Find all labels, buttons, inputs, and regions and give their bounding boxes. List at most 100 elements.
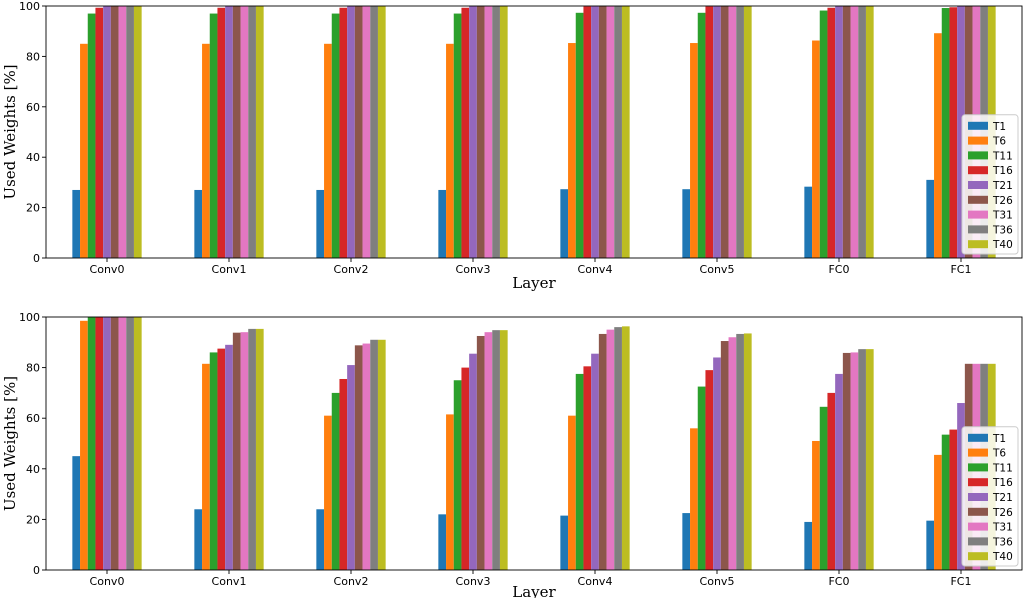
bar-T11-Conv3	[453, 13, 462, 259]
bar-T26-Conv2	[354, 6, 363, 258]
bar-T21-FC1	[957, 403, 965, 570]
bar-T6-Conv2	[324, 415, 332, 570]
y-tick-label: 20	[26, 202, 40, 215]
bar-T6-Conv3	[446, 414, 454, 570]
x-tick-label-FC1: FC1	[950, 263, 971, 276]
bar-T11-FC1	[941, 8, 950, 258]
x-tick-label-Conv3: Conv3	[456, 575, 491, 588]
y-tick-label: 80	[26, 50, 40, 63]
bar-T21-Conv2	[347, 365, 355, 570]
legend-label-T40: T40	[992, 239, 1013, 251]
bar-T6-Conv0	[80, 320, 88, 570]
bar-T11-Conv2	[331, 13, 340, 259]
bar-T31-Conv3	[484, 332, 493, 570]
legend-label-T6: T6	[992, 136, 1006, 148]
x-tick-label-Conv2: Conv2	[334, 263, 369, 276]
bar-T21-Conv1	[225, 6, 233, 258]
bars	[72, 6, 996, 259]
bar-T21-Conv0	[103, 317, 111, 570]
bar-T40-Conv5	[743, 6, 752, 258]
y-tick-label: 0	[33, 564, 40, 577]
bar-T16-Conv3	[461, 7, 470, 259]
bar-T31-Conv5	[728, 337, 737, 570]
legend-label-T36: T36	[992, 224, 1013, 236]
bar-T36-FC0	[858, 6, 866, 258]
bar-T21-Conv4	[591, 6, 599, 258]
y-axis-title: Used Weights [%]	[1, 64, 19, 199]
bar-T16-Conv4	[583, 6, 592, 258]
legend-swatch-T31	[968, 210, 988, 219]
x-tick-label-Conv1: Conv1	[212, 575, 247, 588]
bar-T11-Conv1	[209, 13, 218, 259]
legend-swatch-T16	[968, 166, 988, 175]
bar-T6-Conv4	[568, 43, 576, 258]
bar-T40-Conv3	[499, 330, 508, 570]
bar-T11-Conv3	[453, 380, 462, 570]
y-tick-label: 80	[26, 362, 40, 375]
bar-T31-Conv5	[728, 6, 737, 258]
bar-T31-FC0	[850, 6, 859, 258]
bar-T1-Conv0	[72, 456, 81, 570]
legend-swatch-T1	[968, 433, 988, 442]
legend: T1 T6 T11 T16 T21 T26 T31 T36 T40	[961, 114, 1019, 255]
legend-swatch-T40	[968, 240, 988, 249]
bar-T31-Conv1	[240, 332, 249, 570]
bar-T1-Conv3	[438, 514, 447, 570]
plot-frame	[45, 5, 1023, 259]
bar-T6-FC0	[812, 40, 820, 258]
x-tick-label-FC0: FC0	[828, 263, 849, 276]
legend: T1 T6 T11 T16 T21 T26 T31 T36 T40	[961, 426, 1019, 567]
legend-swatch-T16	[968, 478, 988, 487]
bar-T16-Conv1	[217, 7, 226, 259]
bar-T1-Conv4	[560, 515, 569, 570]
bar-T21-Conv5	[713, 6, 721, 258]
y-tick-label: 100	[19, 0, 40, 13]
bar-T6-Conv0	[80, 43, 88, 258]
bar-T11-Conv1	[209, 352, 218, 570]
bar-T16-FC1	[949, 429, 958, 570]
bar-T26-FC0	[842, 6, 851, 258]
x-tick-label-Conv1: Conv1	[212, 263, 247, 276]
bar-T16-Conv0	[95, 317, 104, 570]
legend-label-T11: T11	[992, 462, 1013, 474]
legend-swatch-T21	[968, 493, 988, 501]
bar-T21-FC0	[835, 373, 843, 570]
bar-T36-Conv5	[736, 333, 744, 570]
bar-T16-FC1	[949, 7, 958, 259]
bar-T26-Conv2	[354, 345, 363, 570]
legend-label-T6: T6	[992, 448, 1006, 460]
bar-T31-Conv1	[240, 6, 249, 258]
bar-T6-FC0	[812, 440, 820, 570]
plot-frame	[45, 316, 1023, 571]
bar-T36-Conv2	[370, 6, 378, 258]
bar-T40-FC0	[865, 349, 874, 570]
bar-T6-FC1	[934, 33, 942, 258]
legend-swatch-T11	[968, 151, 988, 160]
bar-T1-Conv3	[438, 189, 447, 258]
y-tick-label: 60	[26, 101, 40, 114]
y-tick-label: 40	[26, 463, 40, 476]
bar-T40-FC0	[865, 6, 874, 258]
bar-T6-Conv5	[690, 43, 698, 258]
legend-swatch-T6	[968, 136, 988, 145]
bar-T36-Conv3	[492, 330, 500, 570]
bar-T36-FC0	[858, 349, 866, 570]
legend-label-T21: T21	[992, 492, 1013, 504]
x-tick-label-Conv5: Conv5	[700, 263, 735, 276]
bar-T21-FC1	[957, 6, 965, 258]
bar-T21-Conv1	[225, 344, 233, 570]
legend-swatch-T6	[968, 448, 988, 457]
bar-T6-Conv2	[324, 43, 332, 258]
bar-T11-Conv4	[575, 12, 584, 258]
bar-T26-Conv1	[232, 332, 241, 570]
bar-T21-Conv4	[591, 353, 599, 570]
bar-T1-Conv1	[194, 189, 203, 258]
bar-T11-Conv0	[87, 13, 96, 259]
bar-T26-Conv3	[476, 335, 485, 570]
legend-box	[961, 426, 1019, 567]
bar-T11-FC1	[941, 434, 950, 570]
bar-T1-FC0	[804, 521, 813, 570]
bar-T1-FC1	[926, 520, 935, 570]
bar-T16-Conv2	[339, 378, 348, 570]
